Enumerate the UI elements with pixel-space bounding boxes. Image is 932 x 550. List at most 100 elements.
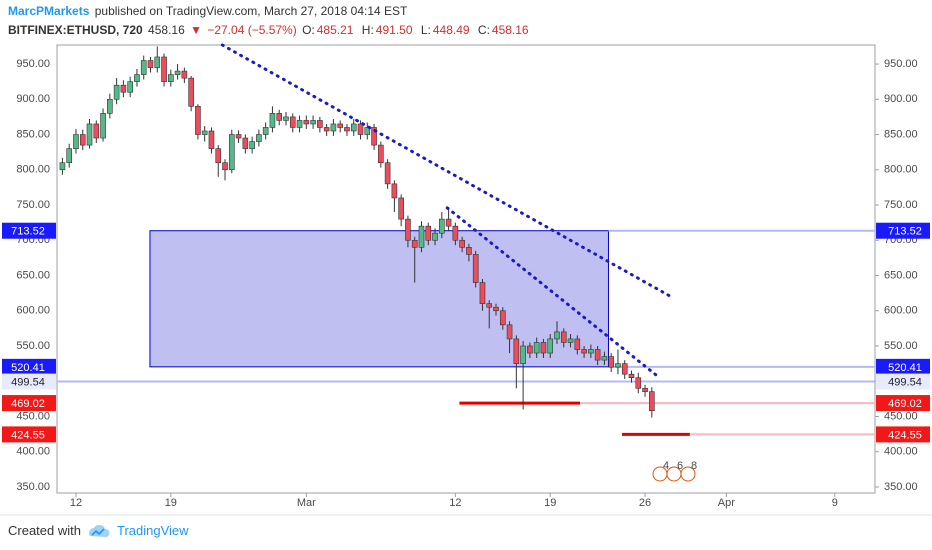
created-with: Created with	[8, 523, 81, 538]
candle-body	[567, 338, 574, 343]
ohlc-value: 448.49	[432, 23, 470, 37]
candle-body	[493, 306, 499, 312]
candle-body	[364, 127, 371, 135]
candle-body	[608, 356, 614, 368]
zone-box	[149, 230, 609, 368]
price-tag-label: 713.52	[888, 226, 922, 238]
candle-body	[560, 331, 567, 343]
x-tick-label: 12	[449, 497, 461, 509]
x-tick-label: 12	[70, 497, 82, 509]
y-tick-label: 900.00	[884, 93, 918, 105]
x-tick-label: 19	[544, 497, 556, 509]
candle-body	[378, 144, 384, 164]
candle-body	[228, 134, 235, 171]
candle-body	[391, 183, 398, 199]
published: published on TradingView.com, March 27, …	[94, 4, 408, 18]
candle-body	[371, 127, 377, 146]
y-tick-label: 650.00	[16, 269, 50, 281]
candle-body	[73, 134, 79, 149]
y-tick-label: 850.00	[16, 128, 50, 140]
price-tag-label: 520.41	[888, 362, 922, 374]
candle-body	[466, 247, 472, 255]
y-tick-label: 550.00	[884, 340, 918, 352]
candle-body	[296, 120, 303, 128]
ohlc-label: L:	[420, 23, 431, 37]
ohlc-value: 485.21	[316, 23, 354, 37]
candle-body	[350, 123, 357, 132]
arrow: ▼	[190, 23, 202, 37]
candle-body	[134, 74, 140, 82]
trendline	[220, 43, 676, 300]
y-tick-label: 950.00	[16, 58, 50, 70]
y-tick-label: 900.00	[16, 93, 50, 105]
candle-body	[201, 130, 208, 135]
candle-body	[472, 254, 479, 283]
candle-body	[195, 106, 201, 135]
symbol: BITFINEX:ETHUSD, 720	[8, 23, 143, 37]
author[interactable]: MarcPMarkets	[8, 4, 90, 18]
price-tag	[876, 222, 930, 239]
candle-body	[337, 123, 343, 128]
candle-body	[513, 338, 520, 364]
y-tick-label: 850.00	[884, 128, 918, 140]
candle-body	[174, 70, 181, 75]
plot-frame	[56, 44, 876, 494]
candle-body	[479, 282, 486, 304]
price-tag	[876, 358, 930, 375]
y-tick-label: 750.00	[16, 199, 50, 211]
candle-body	[588, 349, 594, 354]
price-tag-label: 469.02	[888, 398, 922, 410]
price-tag-label: 424.55	[11, 429, 45, 441]
candle-body	[242, 137, 249, 149]
candle-body	[93, 123, 100, 139]
event-label: 6	[677, 460, 683, 472]
y-tick-label: 450.00	[884, 410, 918, 422]
legend-line: BITFINEX:ETHUSD, 720 458.16 ▼ −27.04 (−5…	[8, 23, 534, 37]
candle-body	[649, 391, 655, 412]
candle-body	[310, 120, 316, 125]
x-tick-label: 19	[165, 497, 177, 509]
candle-body	[621, 363, 628, 375]
candle-body	[208, 130, 215, 149]
candle-body	[486, 303, 493, 308]
y-tick-label: 650.00	[884, 269, 918, 281]
candle-body	[418, 225, 425, 248]
x-tick-label: 26	[639, 497, 651, 509]
candle-body	[283, 116, 289, 121]
candle-body	[154, 56, 161, 68]
candle-body	[594, 349, 601, 361]
candle-body	[276, 113, 283, 121]
candle-body	[256, 134, 262, 142]
candle-body	[113, 84, 120, 100]
price-tag-label: 520.41	[11, 362, 45, 374]
candle-body	[398, 197, 404, 220]
price-tag	[2, 358, 56, 375]
candle-body	[425, 225, 432, 241]
event-label: 8	[691, 460, 697, 472]
event-badge	[680, 466, 696, 482]
candle-body	[452, 225, 459, 241]
candle-body	[79, 134, 86, 146]
candle-body	[547, 338, 554, 354]
y-tick-label: 750.00	[884, 199, 918, 211]
candle-body	[344, 127, 350, 132]
x-tick-label: Apr	[718, 497, 735, 509]
brand[interactable]: TradingView	[117, 523, 189, 538]
candle-body	[384, 162, 391, 185]
candle-body	[330, 123, 337, 132]
price-tag	[2, 222, 56, 239]
price-tag-label: 424.55	[888, 429, 922, 441]
candle-body	[635, 377, 642, 389]
candle-body	[459, 239, 465, 248]
candle-body	[323, 127, 330, 132]
candle-body	[527, 345, 533, 354]
candle-body	[642, 387, 648, 392]
candle-body	[100, 113, 106, 139]
candle-body	[499, 310, 506, 326]
y-tick-label: 600.00	[16, 305, 50, 317]
candle-body	[120, 84, 127, 93]
price-tag-label: 713.52	[11, 226, 45, 238]
candle-body	[506, 324, 513, 340]
candle-body	[168, 74, 174, 82]
